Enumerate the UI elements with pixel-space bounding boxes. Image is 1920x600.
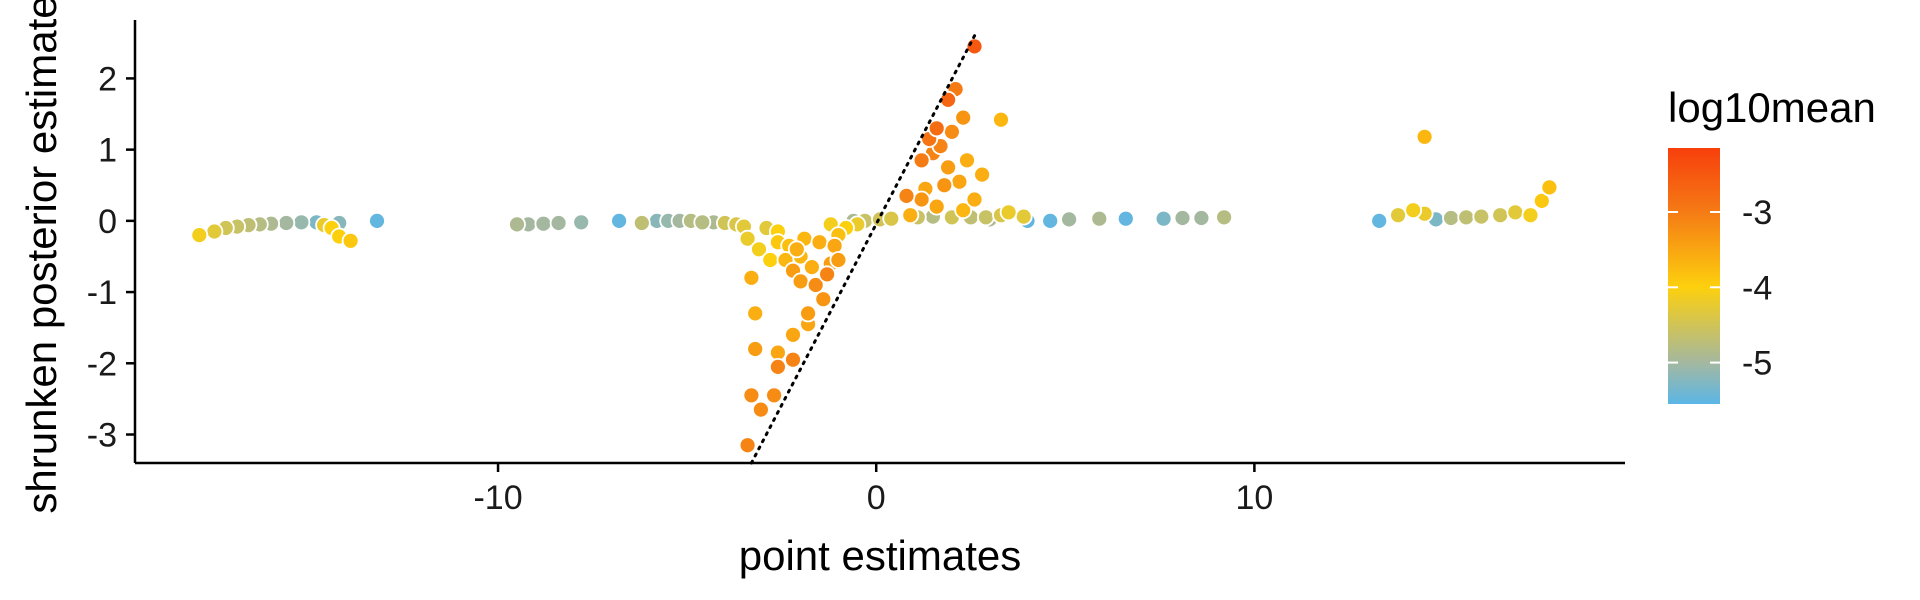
data-point [738,436,757,455]
data-point [534,214,553,233]
data-point [977,208,995,227]
data-point [1090,209,1109,228]
data-point [943,122,961,141]
data-point [1491,206,1510,225]
data-point [950,172,969,191]
data-point [1014,207,1033,226]
data-point [965,37,984,56]
data-point [814,290,833,309]
data-point [1116,209,1135,228]
x-tick-label: 0 [867,479,886,517]
data-point [277,214,296,232]
data-point [784,350,802,369]
y-tick-label: 1 [98,132,117,170]
data-point [965,190,984,209]
data-point [1521,206,1540,225]
data-point [1457,208,1476,227]
identity-reference-line [749,30,978,465]
data-point [829,251,848,269]
data-point [799,304,817,323]
y-tick-label: -1 [87,274,117,312]
data-point [1442,209,1460,227]
data-point [897,186,916,205]
data-point [750,240,768,259]
data-point [738,229,757,248]
data-point [742,386,761,405]
data-point [746,304,765,323]
data-point [1389,206,1407,225]
data-point [1506,203,1525,222]
colorbar-tick-label: -3 [1742,194,1772,232]
data-point [341,231,360,250]
data-point [787,240,806,259]
data-point [1472,207,1491,226]
data-point [791,272,810,291]
y-axis-title: shrunken posterior estimates [18,0,65,514]
data-point [761,251,780,269]
data-point [1532,191,1551,210]
data-point [1404,201,1423,220]
data-point [958,151,976,170]
data-point [190,226,209,245]
data-point [205,222,224,241]
colorbar-tick-label: -4 [1742,269,1772,307]
data-point [992,110,1010,129]
x-axis-ticks: -10 0 10 [473,463,1273,517]
y-tick-label: -2 [87,345,117,383]
data-point [508,215,526,234]
data-point [368,211,386,230]
colorbar [1668,148,1720,404]
data-point [1060,210,1078,229]
data-point [752,400,770,419]
data-point [973,165,991,184]
data-point [912,190,931,209]
x-axis-title: point estimates [739,532,1021,579]
y-tick-label: 0 [98,203,117,241]
data-point [1041,211,1060,230]
data-point [784,325,802,344]
data-point [927,119,946,138]
data-point [999,203,1018,222]
data-point [610,211,628,230]
data-point [1370,211,1389,230]
data-point [939,158,957,177]
y-axis-ticks: -3 -2 -1 0 1 2 [87,60,135,455]
data-point [1173,209,1192,227]
data-point [1415,127,1434,146]
x-tick-label: -10 [473,479,522,517]
data-point [693,213,712,232]
y-tick-label: 2 [98,60,117,98]
data-point [632,214,651,232]
colorbar-ticks: -3 -4 -5 [1668,194,1772,383]
data-point [742,268,761,287]
data-points [190,37,1559,455]
data-point [746,340,765,358]
y-tick-label: -3 [87,417,117,455]
data-point [954,108,973,127]
data-point [935,176,954,195]
data-point [1540,178,1559,197]
x-tick-label: 10 [1235,479,1273,517]
data-point [1192,209,1211,227]
data-point [765,386,783,405]
data-point [912,151,931,170]
data-point [954,201,973,220]
data-point [882,209,901,228]
data-point [803,258,821,277]
data-point [769,357,787,376]
data-point [1154,209,1173,228]
data-point [1215,208,1233,227]
data-point [901,206,920,225]
legend-title: log10mean [1668,84,1876,131]
data-point [927,197,946,216]
color-legend: log10mean -3 -4 -5 [1668,84,1876,404]
data-point [810,233,829,252]
data-point [818,265,836,284]
colorbar-tick-label: -5 [1742,345,1772,383]
data-point [549,214,568,232]
data-point [572,213,591,232]
data-point [806,276,825,294]
data-point [292,213,311,232]
